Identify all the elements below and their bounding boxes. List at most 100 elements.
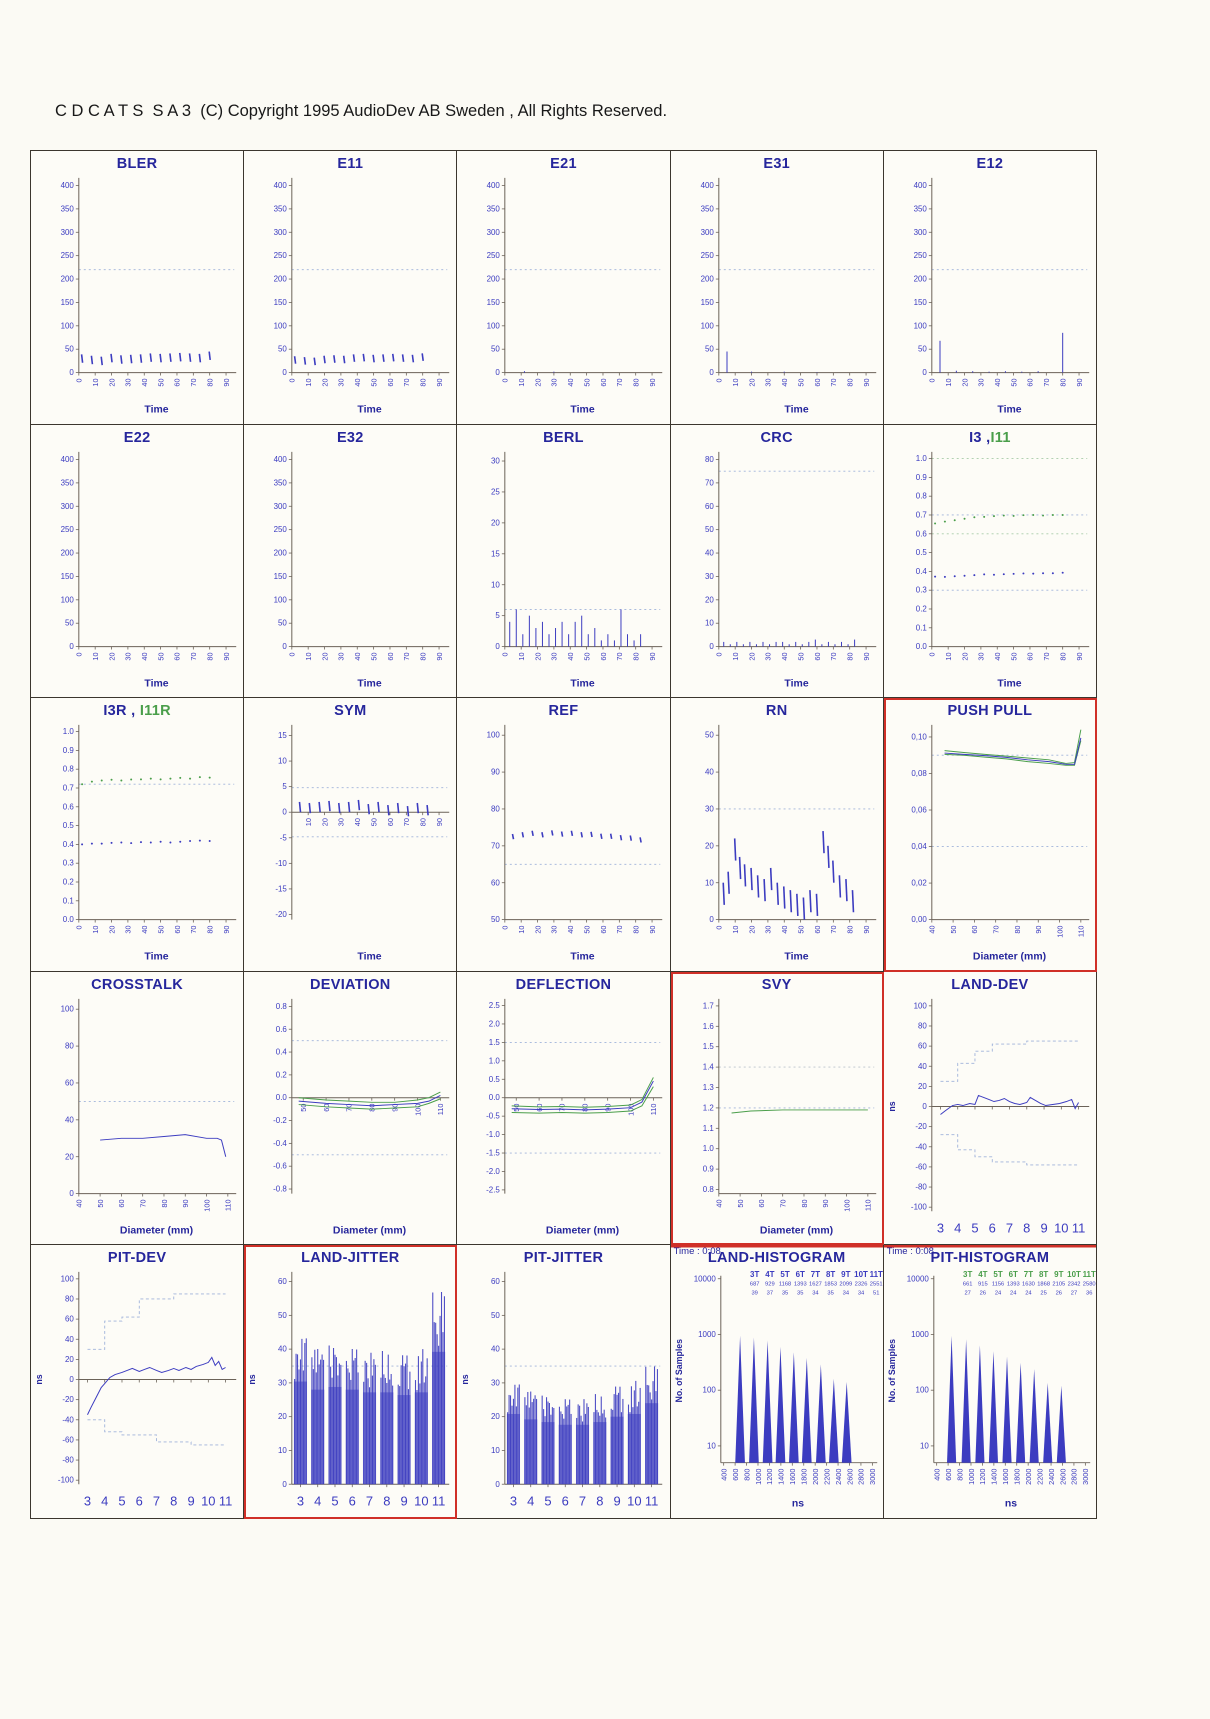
svg-text:100: 100: [913, 321, 927, 330]
svg-text:70: 70: [402, 378, 411, 386]
svg-text:40: 40: [780, 926, 789, 934]
svg-text:40: 40: [140, 926, 149, 934]
svg-text:20: 20: [491, 1413, 500, 1422]
svg-text:0: 0: [709, 368, 714, 377]
svg-text:20: 20: [747, 926, 756, 934]
svg-text:50: 50: [705, 731, 714, 740]
svg-text:0: 0: [69, 368, 74, 377]
svg-text:2000: 2000: [811, 1469, 820, 1485]
svg-text:ns: ns: [460, 1375, 470, 1385]
svg-text:51: 51: [873, 1291, 879, 1297]
svg-text:0: 0: [927, 378, 936, 382]
svg-text:80: 80: [491, 805, 500, 814]
chart-cell-e11: E11 400 350 300 250 200 150 100 50 0 0 10 20 30 40 50 60…: [244, 151, 458, 425]
svg-text:80: 80: [632, 378, 641, 386]
svg-text:11: 11: [219, 1494, 232, 1509]
svg-text:-60: -60: [915, 1162, 927, 1171]
chart-title-land-histogram: LAND-HISTOGRAM: [707, 1250, 846, 1267]
svg-text:Time: Time: [784, 405, 808, 416]
svg-text:40: 40: [140, 378, 149, 386]
chart-title-land-dev: LAND-DEV: [951, 976, 1029, 993]
svg-text:80: 80: [205, 652, 214, 660]
svg-text:110: 110: [436, 1103, 445, 1115]
svg-text:4: 4: [101, 1494, 108, 1509]
svg-text:100: 100: [702, 1386, 716, 1395]
svg-text:0,04: 0,04: [911, 842, 927, 851]
svg-text:11: 11: [432, 1494, 445, 1509]
svg-text:80: 80: [160, 1199, 169, 1207]
svg-text:7: 7: [1006, 1221, 1013, 1236]
svg-text:90: 90: [491, 768, 500, 777]
chart-cell-e21: E21 400 350 300 250 200 150 100 50 0 0 10 20 30 40 50 60…: [457, 151, 671, 425]
svg-text:0.9: 0.9: [702, 1165, 713, 1174]
svg-text:110: 110: [649, 1103, 658, 1115]
svg-text:80: 80: [1012, 926, 1021, 934]
chart-cell-bler: BLER 400 350 300 250 200 150 100 50 0 0 10 20 30 40 50 6…: [31, 151, 245, 425]
svg-text:110: 110: [1076, 926, 1085, 938]
svg-text:30: 30: [763, 926, 772, 934]
svg-text:Time: Time: [571, 678, 595, 689]
svg-text:30: 30: [705, 805, 714, 814]
svg-text:-1.5: -1.5: [487, 1148, 501, 1157]
svg-text:400: 400: [913, 181, 927, 190]
svg-text:10: 10: [731, 378, 740, 386]
chart-plot-bler: 400 350 300 250 200 150 100 50 00 10 20 30 40 50 60 70 8…: [61, 177, 237, 416]
svg-text:Time: Time: [997, 405, 1021, 416]
svg-text:6: 6: [988, 1221, 995, 1236]
chart-cell-push-pull: PUSH PULL 0,10 0,08 0,06 0,04 0,02 0,00 40 50 60 7…: [883, 698, 1097, 972]
svg-text:100: 100: [487, 321, 501, 330]
svg-text:60: 60: [173, 378, 182, 386]
svg-text:Diameter (mm): Diameter (mm): [333, 1226, 406, 1237]
svg-text:0.4: 0.4: [276, 1047, 288, 1056]
svg-text:90: 90: [861, 926, 870, 934]
svg-text:6: 6: [562, 1494, 569, 1509]
svg-text:4T: 4T: [978, 1270, 987, 1279]
svg-text:50: 50: [705, 345, 714, 354]
svg-text:20: 20: [107, 378, 116, 386]
svg-text:0: 0: [714, 926, 723, 930]
chart-title-e22: E22: [123, 429, 151, 446]
chart-title-pit-jitter: PIT-JITTER: [523, 1250, 604, 1267]
svg-text:0: 0: [288, 652, 297, 656]
svg-text:3: 3: [510, 1494, 517, 1509]
svg-text:20: 20: [320, 652, 329, 660]
chart-title-land-jitter: LAND-JITTER: [301, 1250, 400, 1267]
svg-text:-40: -40: [915, 1142, 927, 1151]
chart-plot-deviation: 0.80.60.40.20.0-0.2-0.4-0.6-0.850 60 70 80 9…: [273, 998, 450, 1237]
svg-text:0.0: 0.0: [489, 1093, 501, 1102]
svg-text:30: 30: [550, 926, 559, 934]
svg-text:929: 929: [765, 1282, 775, 1288]
svg-text:0.6: 0.6: [916, 529, 928, 538]
svg-text:50: 50: [583, 378, 592, 386]
svg-text:40: 40: [993, 378, 1002, 386]
svg-text:30: 30: [550, 378, 559, 386]
svg-text:687: 687: [749, 1282, 759, 1288]
chart-cell-ref: REF 100 90 80 70 60 50 0 10 20 30 40 50 60 70 80 90 Time: [457, 698, 671, 972]
svg-text:80: 80: [705, 455, 714, 464]
svg-text:1400: 1400: [989, 1469, 998, 1485]
svg-text:35: 35: [781, 1291, 787, 1297]
svg-text:1627: 1627: [809, 1282, 822, 1288]
svg-text:0.6: 0.6: [276, 1025, 288, 1034]
chart-title-crosstalk: CROSSTALK: [91, 976, 184, 993]
svg-text:4: 4: [954, 1221, 961, 1236]
svg-text:0.5: 0.5: [916, 548, 928, 557]
chart-plot-land-dev: 100 80 60 40 20 0 -20 -40 -60 -80 -100 3 4 5 6 7 8 9 10 11 n…: [887, 998, 1090, 1236]
svg-text:300: 300: [61, 501, 75, 510]
chart-cell-svy: SVY 1.7 1.6 1.5 1.4 1.3 1.2 1.1 1.0 0.9 0.8 40 50 60 7…: [670, 971, 884, 1246]
svg-text:1.4: 1.4: [702, 1063, 714, 1072]
svg-text:80: 80: [845, 652, 854, 660]
svg-text:Time: Time: [144, 952, 168, 963]
svg-text:2099: 2099: [839, 1282, 852, 1288]
svg-text:Diameter (mm): Diameter (mm): [760, 1226, 833, 1237]
svg-text:70: 70: [189, 926, 198, 934]
svg-text:400: 400: [61, 181, 75, 190]
svg-text:60: 60: [599, 926, 608, 934]
svg-text:1000: 1000: [911, 1330, 929, 1339]
svg-text:-1.0: -1.0: [487, 1130, 501, 1139]
svg-text:200: 200: [913, 275, 927, 284]
svg-text:Time: Time: [571, 952, 595, 963]
svg-text:0: 0: [283, 808, 288, 817]
chart-title-crc: CRC: [760, 429, 793, 446]
